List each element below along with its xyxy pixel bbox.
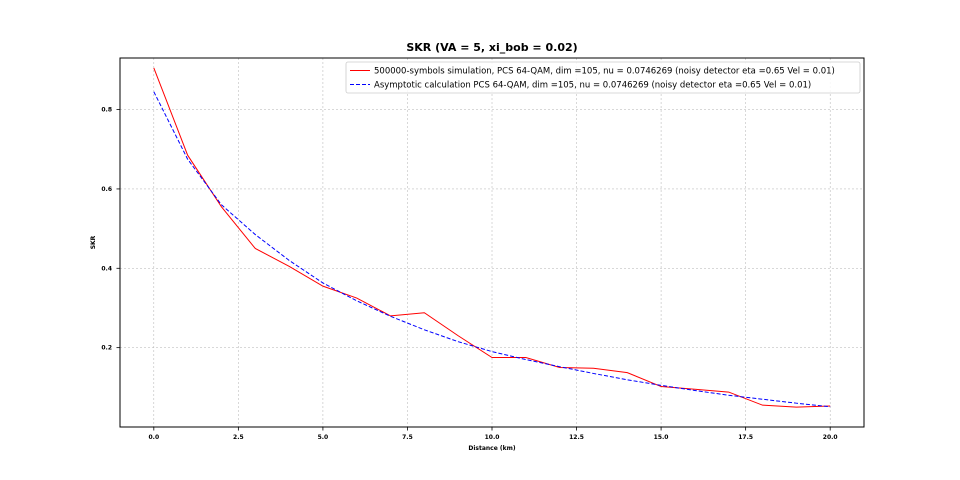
x-tick-label: 17.5 — [738, 434, 753, 441]
x-tick-label: 0.0 — [148, 434, 159, 441]
legend-entry-label: 500000-symbols simulation, PCS 64-QAM, d… — [374, 67, 835, 77]
y-tick-label: 0.8 — [101, 107, 112, 114]
x-axis-label: Distance (km) — [468, 445, 515, 452]
y-axis-label: SKR — [90, 235, 97, 249]
x-tick-label: 2.5 — [233, 434, 244, 441]
x-tick-label: 15.0 — [654, 434, 669, 441]
x-tick-label: 12.5 — [569, 434, 584, 441]
x-tick-label: 10.0 — [485, 434, 500, 441]
grid — [120, 58, 864, 427]
x-tick-label: 7.5 — [402, 434, 413, 441]
legend-entry-label: Asymptotic calculation PCS 64-QAM, dim =… — [374, 81, 811, 91]
ticks: 0.0 2.5 5.0 7.5 10.0 12.5 15.0 17.5 20.0 0.2 0.4 0.… — [101, 107, 837, 441]
legend-box — [345, 61, 861, 94]
y-tick-label: 0.6 — [101, 186, 112, 193]
series-simulation-line — [153, 67, 831, 408]
x-tick-label: 5.0 — [318, 434, 329, 441]
series-group — [153, 67, 831, 408]
series-asymptotic-line — [153, 91, 831, 408]
x-tick-label: 20.0 — [823, 434, 838, 441]
y-tick-label: 0.2 — [101, 345, 112, 352]
y-tick-label: 0.4 — [101, 265, 112, 272]
chart-title: SKR (VA = 5, xi_bob = 0.02) — [406, 41, 577, 54]
legend: 500000-symbols simulation, PCS 64-QAM, d… — [345, 61, 861, 94]
